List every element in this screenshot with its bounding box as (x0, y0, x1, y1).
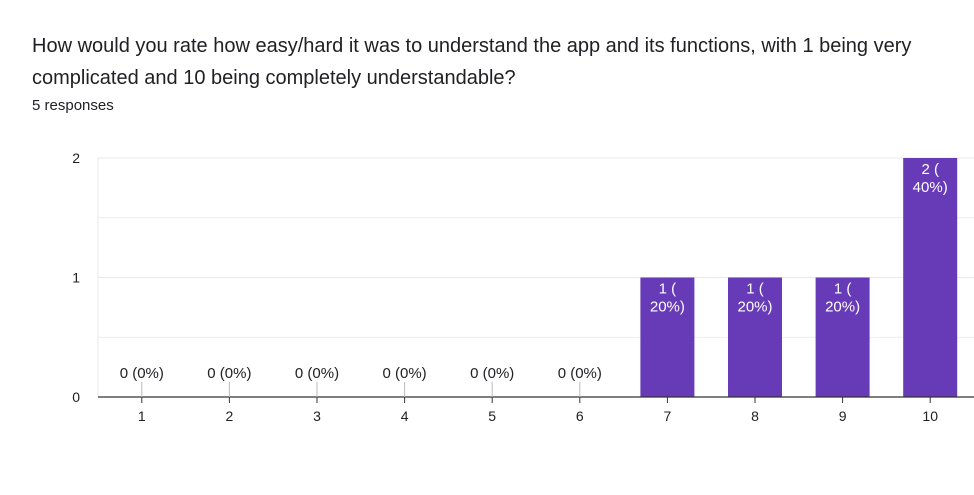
y-tick-label: 2 (72, 150, 80, 166)
question-title: How would you rate how easy/hard it was … (32, 35, 912, 89)
x-tick-label: 1 (138, 408, 146, 424)
axes: 0 1 2 1 2 3 4 5 6 7 8 9 10 (72, 150, 974, 424)
bar (640, 277, 695, 397)
data-label: 0 (0%) (207, 365, 251, 382)
x-tick-label: 7 (664, 408, 672, 424)
data-label: 1 (20%) (825, 281, 860, 316)
x-tick-label: 5 (488, 408, 496, 424)
bar (728, 277, 782, 397)
data-label: 0 (0%) (295, 365, 339, 382)
data-label: 0 (0%) (120, 365, 164, 382)
x-tick-label: 6 (576, 408, 584, 424)
x-tick-label: 4 (401, 408, 409, 424)
x-tick-label: 9 (839, 408, 847, 424)
response-count: 5 responses (32, 97, 114, 114)
x-tick-label: 2 (226, 408, 234, 424)
bar (903, 158, 958, 397)
x-tick-label: 3 (313, 408, 321, 424)
data-label: 1 (20%) (650, 281, 685, 316)
y-tick-label: 0 (72, 389, 80, 405)
data-label: 0 (0%) (383, 365, 427, 382)
data-labels: 0 (0%) 0 (0%) 0 (0%) 0 (0%) 0 (0%) 0 (0%) 1 (2… (120, 161, 948, 397)
x-tick-label: 8 (751, 408, 759, 424)
data-label: 1 (20%) (737, 281, 772, 316)
data-label: 2 (40%) (913, 161, 948, 196)
bars (640, 158, 958, 397)
data-label: 0 (0%) (558, 365, 602, 382)
y-tick-label: 1 (72, 270, 80, 286)
bar (815, 277, 870, 397)
x-tick-label: 10 (922, 408, 938, 424)
data-label: 0 (0%) (470, 365, 514, 382)
